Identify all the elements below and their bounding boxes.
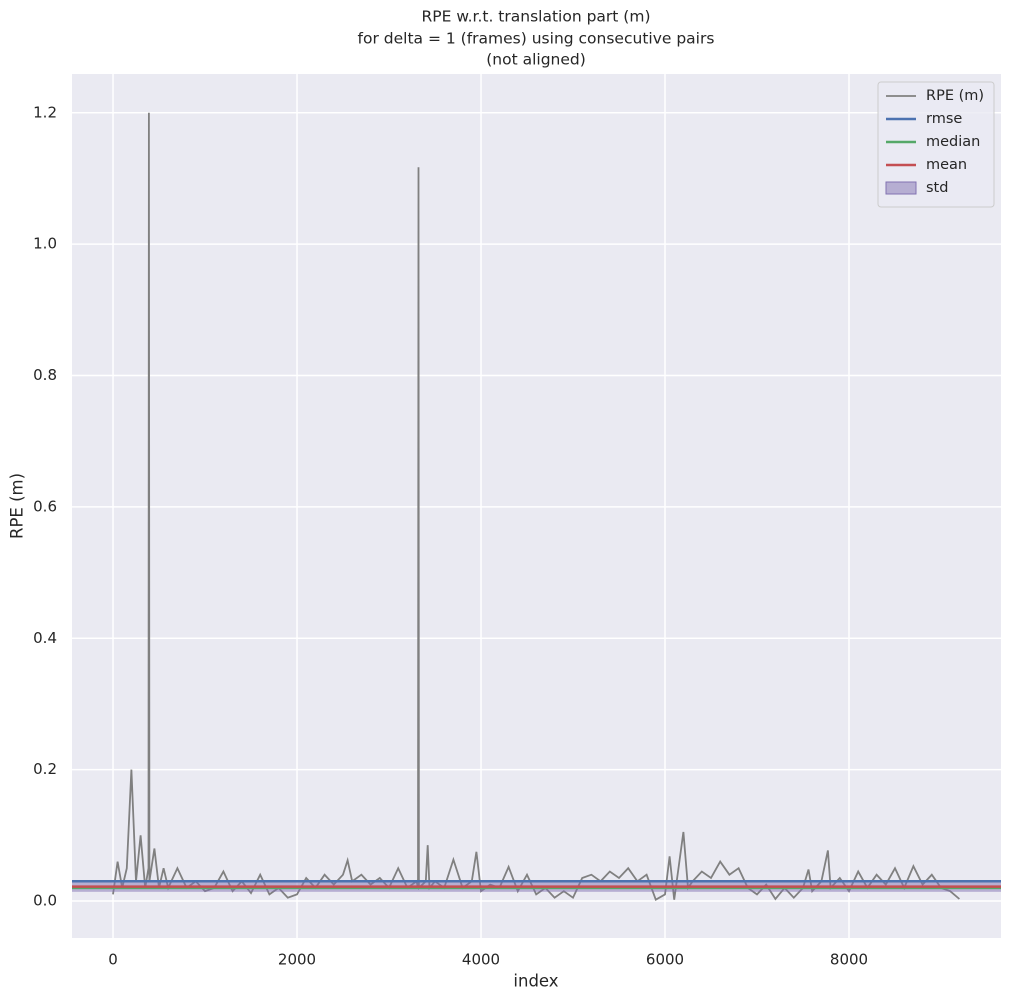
- legend-label: std: [926, 180, 948, 196]
- legend-label: RPE (m): [926, 88, 984, 104]
- legend-swatch: [885, 181, 917, 195]
- chart-subtitle: for delta = 1 (frames) using consecutive…: [358, 30, 715, 48]
- x-tick-label: 0: [108, 951, 118, 969]
- y-axis-label: RPE (m): [8, 473, 27, 539]
- legend-label: mean: [926, 157, 967, 173]
- chart-title: RPE w.r.t. translation part (m): [421, 8, 650, 26]
- y-tick-label: 1.0: [33, 235, 57, 253]
- x-axis-label: index: [513, 972, 558, 991]
- x-tick-label: 2000: [278, 951, 316, 969]
- y-tick-label: 0.8: [33, 366, 57, 384]
- legend-label: rmse: [926, 111, 962, 127]
- legend-box: [877, 81, 995, 208]
- x-tick-label: 4000: [462, 951, 500, 969]
- chart-subtitle: (not aligned): [486, 51, 586, 69]
- plot-area: [72, 74, 1001, 938]
- y-tick-label: 0.4: [33, 629, 57, 647]
- x-tick-label: 6000: [646, 951, 684, 969]
- x-tick-label: 8000: [830, 951, 868, 969]
- y-tick-label: 0.2: [33, 760, 57, 778]
- y-tick-label: 0.0: [33, 892, 57, 910]
- legend: RPE (m) rmse median mean std: [877, 81, 995, 208]
- y-tick-label: 0.6: [33, 497, 57, 515]
- y-tick-label: 1.2: [33, 103, 57, 121]
- legend-label: median: [926, 134, 980, 150]
